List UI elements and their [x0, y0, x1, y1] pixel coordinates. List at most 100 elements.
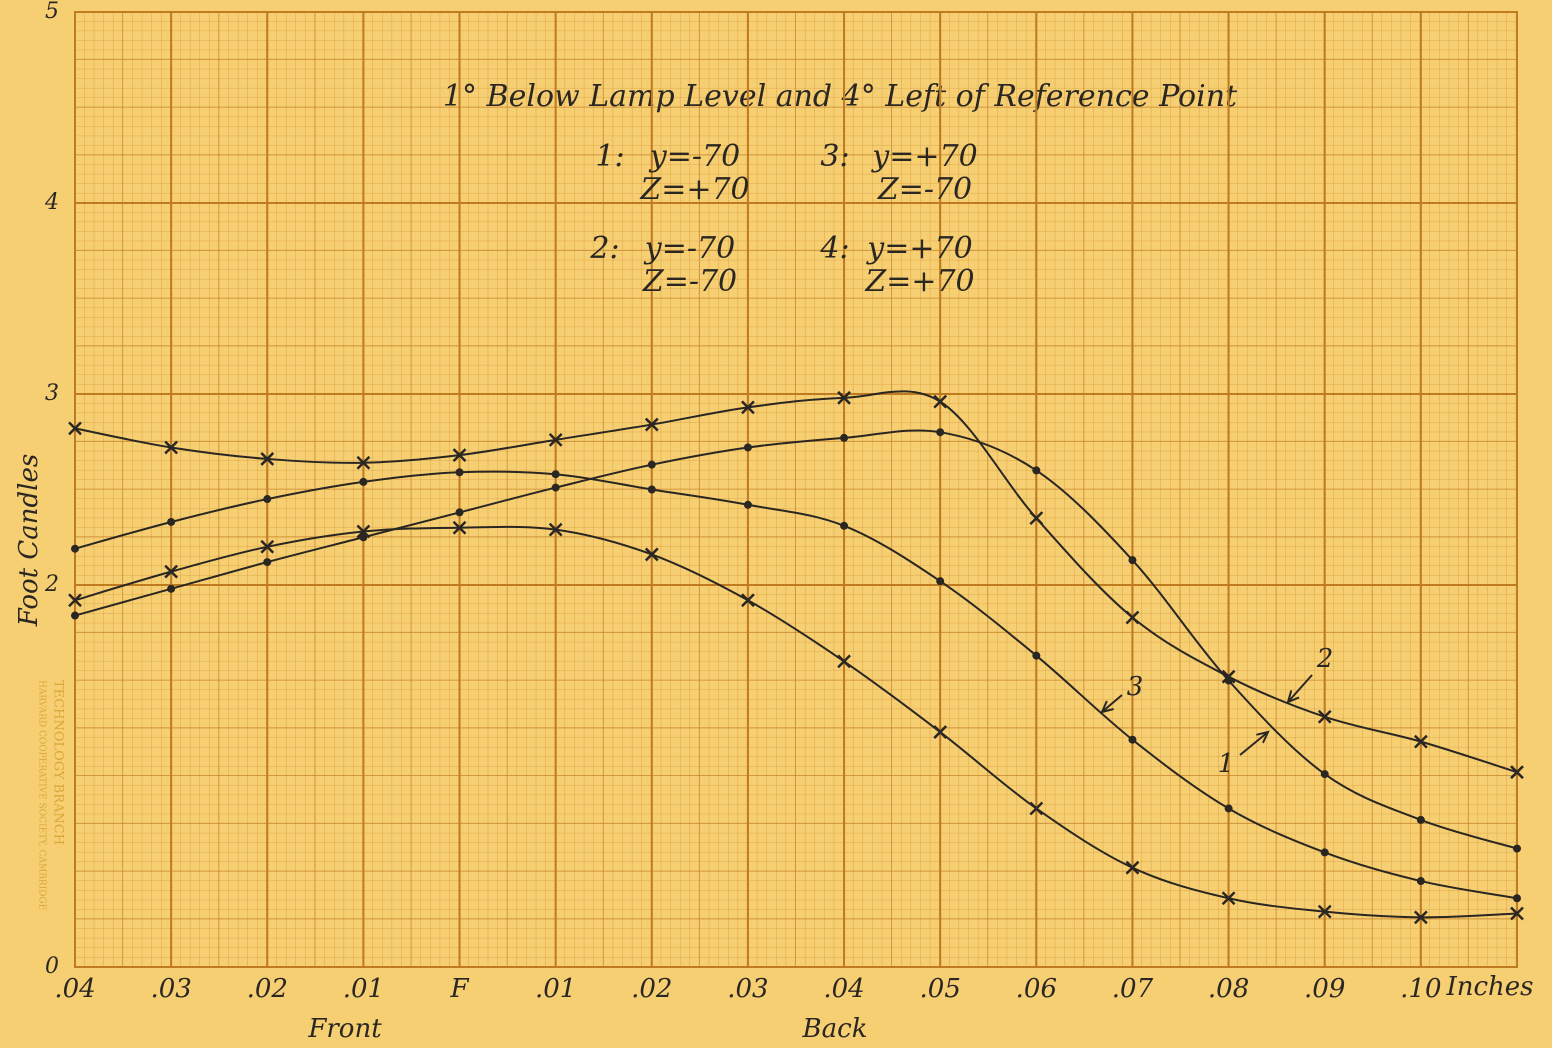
- point-x: [837, 390, 851, 405]
- point-dot: [1128, 735, 1137, 744]
- x-tick-label: .01: [343, 974, 384, 1004]
- x-tick-label: .02: [631, 974, 672, 1004]
- point-x: [164, 564, 179, 579]
- point-x: [452, 520, 467, 535]
- x-tick-label: .09: [1304, 974, 1345, 1004]
- y-tick-label: 5: [45, 0, 59, 24]
- point-x: [1221, 669, 1236, 684]
- point-x: [452, 448, 467, 463]
- legend-text: Z=-70: [642, 264, 737, 299]
- curve: [74, 470, 1518, 900]
- y-tick-label: 4: [44, 190, 59, 215]
- point-dot: [1320, 848, 1329, 857]
- legend-text: y=+70: [870, 139, 977, 174]
- point-dot: [1224, 804, 1233, 813]
- legend-key: 2:: [589, 231, 619, 266]
- point-dot: [1320, 770, 1329, 779]
- legend-text: y=-70: [648, 139, 740, 174]
- x-side-label: Back: [802, 1014, 868, 1044]
- callout-arrowhead: [1100, 700, 1114, 714]
- point-x: [260, 539, 275, 554]
- point-dot: [1032, 651, 1041, 660]
- point-x: [1029, 801, 1044, 816]
- point-dot: [1128, 556, 1137, 565]
- point-dot: [647, 460, 656, 469]
- x-tick-label: .03: [150, 974, 191, 1004]
- callout-arrowhead: [1256, 730, 1270, 744]
- curve: [74, 390, 1518, 774]
- point-x: [741, 593, 755, 608]
- x-tick-label: F: [450, 974, 470, 1004]
- point-x: [644, 417, 659, 432]
- point-x: [933, 394, 948, 409]
- point-dot: [647, 485, 656, 494]
- point-dot: [743, 500, 752, 509]
- x-tick-label: .02: [247, 974, 288, 1004]
- legend-key: 1:: [595, 139, 624, 174]
- x-tick-label: .06: [1016, 974, 1057, 1004]
- x-tick-label: .04: [54, 974, 95, 1004]
- point-x: [68, 593, 82, 608]
- point-x: [1125, 610, 1140, 625]
- x-tick-label: .10: [1400, 974, 1441, 1004]
- x-tick-label: .01: [535, 974, 576, 1004]
- point-x: [1317, 904, 1332, 919]
- point-dot: [455, 468, 464, 477]
- point-x: [1317, 709, 1332, 724]
- point-x: [1221, 891, 1236, 906]
- point-x: [164, 440, 179, 455]
- callout-label: 3: [1127, 672, 1144, 702]
- point-x: [356, 455, 371, 470]
- point-dot: [263, 558, 272, 567]
- callout-arrowhead: [1286, 690, 1300, 704]
- legend-text: Z=-70: [877, 172, 972, 207]
- point-dot: [1513, 894, 1521, 903]
- point-dot: [840, 521, 849, 530]
- point-dot: [840, 433, 849, 442]
- legend-text: Z=+70: [864, 264, 974, 299]
- point-dot: [551, 470, 560, 479]
- legend-key: 4:: [819, 231, 849, 266]
- stamp: TECHNOLOGY BRANCH HARVARD COOPERATIVE SO…: [37, 680, 66, 910]
- graph-paper-major: [74, 11, 1518, 968]
- callout-arrow: [1101, 694, 1123, 713]
- x-tick-label: .04: [823, 974, 864, 1004]
- legend-key: 3:: [820, 139, 849, 174]
- point-x: [548, 522, 563, 537]
- point-x: [68, 421, 82, 436]
- x-tick-label: .05: [920, 974, 961, 1004]
- point-x: [1413, 734, 1428, 749]
- point-dot: [263, 495, 272, 504]
- x-side-label: Front: [307, 1014, 382, 1044]
- point-dot: [551, 483, 560, 492]
- point-x: [1510, 906, 1524, 921]
- x-tick-label: .08: [1208, 974, 1249, 1004]
- point-x: [1510, 765, 1524, 780]
- point-dot: [455, 508, 464, 517]
- point-dot: [1032, 466, 1041, 475]
- legend-text: y=-70: [643, 231, 735, 266]
- point-dot: [1416, 877, 1425, 886]
- point-x: [1029, 511, 1044, 526]
- x-tick-label: .03: [727, 974, 768, 1004]
- point-x: [356, 524, 371, 539]
- legend-text: y=+70: [865, 231, 972, 266]
- point-x: [644, 547, 659, 562]
- point-x: [548, 432, 563, 447]
- callout-arrow: [1287, 674, 1313, 703]
- point-dot: [359, 477, 368, 486]
- legend-text: Z=+70: [639, 172, 749, 207]
- callout-label: 1: [1218, 749, 1235, 779]
- point-dot: [167, 584, 176, 593]
- stamp-line: TECHNOLOGY BRANCH: [51, 680, 66, 845]
- point-x: [260, 452, 275, 466]
- point-dot: [936, 428, 945, 437]
- point-x: [933, 725, 948, 739]
- point-dot: [936, 577, 945, 586]
- callout-label: 2: [1316, 644, 1334, 674]
- y-tick-label: 3: [45, 381, 59, 406]
- point-x: [1125, 860, 1140, 875]
- chart-title: 1° Below Lamp Level and 4° Left of Refer…: [443, 79, 1238, 114]
- point-dot: [71, 544, 79, 553]
